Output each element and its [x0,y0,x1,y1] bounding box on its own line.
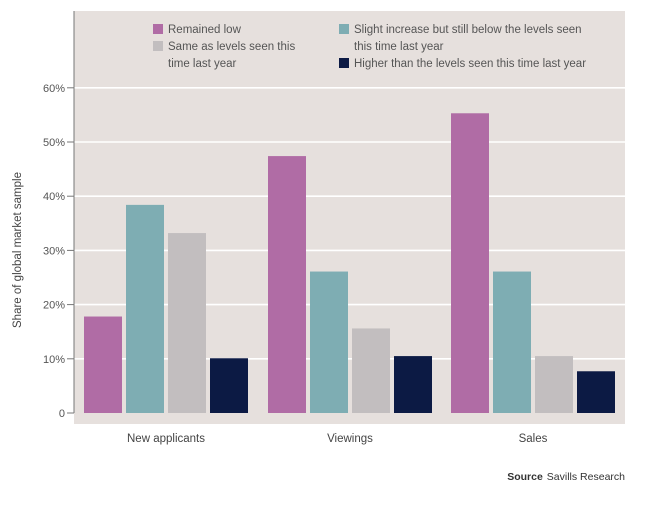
y-tick-label: 10% [43,354,65,366]
y-tick-label: 30% [43,245,65,257]
bar [493,271,531,413]
y-tick-label: 60% [43,83,65,95]
x-tick-label: Sales [519,433,548,445]
legend-label: Same as levels seen this time last year [168,41,295,70]
source-note: Source Savills Research [507,471,625,483]
bar [535,356,573,413]
bar [310,271,348,413]
legend-label: Slight increase but still below the leve… [354,24,582,53]
y-tick-label: 50% [43,137,65,149]
legend-swatch [153,24,163,34]
bar [126,204,164,413]
bar [352,328,390,413]
x-tick-label: Viewings [327,433,373,445]
y-axis-label: Share of global market sample [12,172,24,328]
y-tick-label: 20% [43,300,65,312]
x-tick-label: New applicants [127,433,205,445]
y-tick-label: 0 [59,408,65,420]
plot-background [74,11,625,424]
bar [577,371,615,413]
source-label: Source [507,471,543,483]
y-tick-label: 40% [43,191,65,203]
y-axis: 0 10% 20% 30% 40% 50% 60% [43,11,75,420]
gridlines [74,87,625,360]
bar [451,113,489,414]
bar [168,233,206,413]
legend-swatch [339,58,349,68]
bars [84,113,615,414]
legend-swatch [153,41,163,51]
x-axis: New applicants Viewings Sales [127,433,548,445]
bar [84,316,122,413]
legend-label: Remained low [168,24,242,36]
source-text: Savills Research [546,471,625,483]
legend-label: Higher than the levels seen this time la… [354,58,586,70]
bar [268,156,306,414]
legend: Remained low Slight increase but still be… [153,24,586,70]
bar [210,358,248,413]
legend-swatch [339,24,349,34]
bar [394,356,432,413]
